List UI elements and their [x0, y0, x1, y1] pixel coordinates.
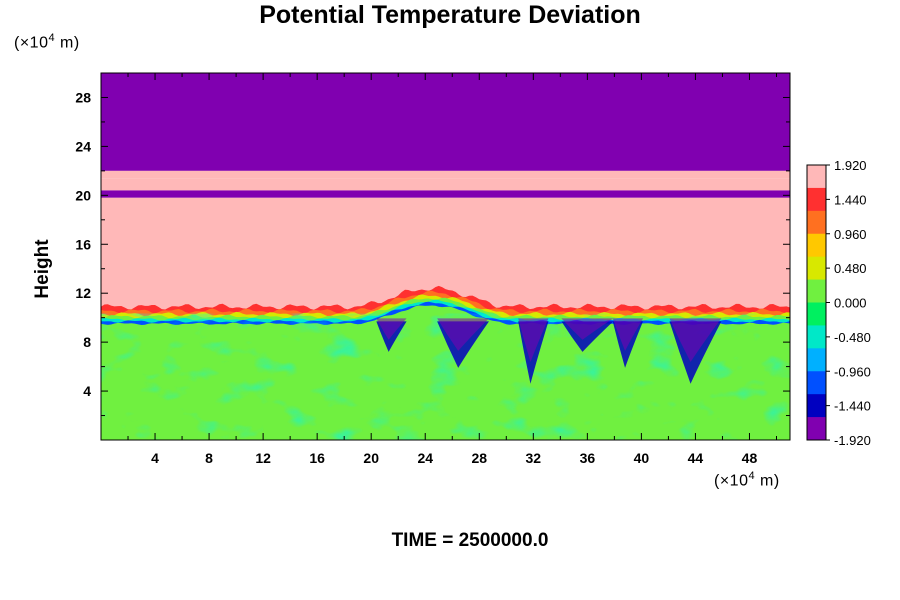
y-tick-label: 12: [75, 285, 91, 301]
field-region: [101, 190, 790, 198]
cold-plume-core: [437, 318, 490, 351]
x-unit-prefix: (×10: [714, 472, 749, 490]
colorbar-swatch: [807, 256, 826, 281]
colorbar-swatch: [807, 371, 826, 395]
colorbar-swatch: [807, 279, 826, 303]
plot-field: [101, 73, 790, 440]
colorbar-swatch: [807, 210, 826, 235]
x-tick-label: 20: [363, 450, 379, 466]
cold-plume-core: [669, 318, 722, 363]
field-region: [101, 73, 790, 171]
field-region: [101, 178, 790, 191]
colorbar-swatch: [807, 233, 826, 258]
colorbar-label: -1.440: [834, 399, 871, 414]
x-tick-label: 16: [309, 450, 325, 466]
x-tick-label: 8: [205, 450, 213, 466]
x-tick-label: 44: [688, 450, 704, 466]
y-unit-prefix: (×10: [14, 34, 49, 52]
y-axis-unit: (×104 m): [14, 32, 80, 52]
x-tick-label: 24: [417, 450, 433, 466]
colorbar-label: 0.960: [834, 227, 867, 242]
colorbar-swatch: [807, 302, 826, 326]
x-tick-label: 4: [151, 450, 159, 466]
colorbar-label: -1.920: [834, 433, 871, 448]
x-unit-exponent: 4: [748, 470, 756, 482]
cold-plume-core: [518, 318, 549, 363]
y-tick-label: 16: [75, 236, 91, 252]
colorbar-swatch: [807, 394, 826, 418]
colorbar-label: -0.960: [834, 364, 871, 379]
colorbar-label: 1.440: [834, 192, 867, 207]
y-tick-label: 28: [75, 89, 91, 105]
y-unit-suffix: m): [55, 34, 80, 52]
x-tick-label: 28: [471, 450, 487, 466]
y-tick-label: 20: [75, 187, 91, 203]
colorbar-swatch: [807, 325, 826, 349]
x-axis-unit: (×104 m): [714, 470, 780, 490]
colorbar-swatch: [807, 165, 826, 189]
colorbar-label: 0.000: [834, 296, 867, 311]
x-tick-label: 48: [742, 450, 758, 466]
cold-plume-core: [612, 318, 644, 351]
colorbar-swatch: [807, 348, 826, 372]
colorbar-swatch: [807, 187, 826, 212]
cold-plume-core: [561, 318, 614, 340]
plot-frame: [100, 72, 791, 441]
colorbar-label: 1.920: [834, 158, 867, 173]
y-tick-label: 8: [83, 334, 91, 350]
colorbar-label: 0.480: [834, 261, 867, 276]
cold-plume-core: [376, 318, 407, 340]
y-tick-label: 24: [75, 138, 91, 154]
y-tick-label: 4: [83, 383, 91, 399]
colorbar-label: -0.480: [834, 330, 871, 345]
colorbar-swatch: [807, 417, 826, 441]
y-unit-exponent: 4: [48, 32, 56, 44]
x-tick-label: 32: [526, 450, 542, 466]
x-tick-label: 36: [580, 450, 596, 466]
chart-title: Potential Temperature Deviation: [259, 1, 641, 29]
x-tick-label: 12: [255, 450, 271, 466]
x-unit-suffix: m): [755, 472, 780, 490]
x-tick-label: 40: [634, 450, 650, 466]
time-label: TIME = 2500000.0: [391, 530, 549, 551]
field-region: [101, 170, 790, 179]
